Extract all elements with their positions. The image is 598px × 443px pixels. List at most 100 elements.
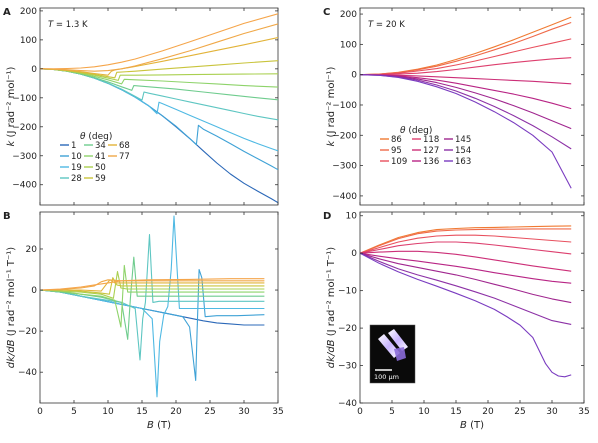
series-line-154 — [360, 252, 572, 325]
x-tick-label: 0 — [37, 407, 43, 417]
y-tick-label: −200 — [12, 123, 37, 133]
legend-entry: 95 — [391, 146, 402, 156]
y-axis-label: dk/dB (J rad⁻² mol⁻¹ T⁻¹) — [6, 247, 17, 368]
legend-entry: 163 — [455, 157, 471, 167]
y-tick-label: −30 — [338, 362, 357, 372]
y-tick-label: 200 — [20, 7, 37, 17]
x-tick-label: 20 — [482, 407, 494, 417]
series-line-163 — [360, 252, 572, 378]
y-tick-label: −10 — [338, 287, 357, 297]
x-tick-label: 10 — [418, 407, 430, 417]
legend-entry: 136 — [423, 157, 439, 167]
series-line-68 — [40, 37, 278, 76]
series-line-50 — [40, 271, 265, 299]
axes-frame — [359, 7, 585, 206]
legend-entry: 19 — [71, 163, 82, 173]
x-axis-label: B (T) — [460, 420, 484, 431]
x-tick-label: 10 — [102, 407, 114, 417]
legend-entry: 10 — [71, 152, 82, 162]
series-line-86 — [360, 225, 572, 254]
legend-entry: 59 — [95, 174, 106, 184]
x-tick-label: 15 — [136, 407, 147, 417]
axes-frame — [359, 211, 585, 404]
series-line-136 — [360, 74, 572, 110]
panel-letter: B — [3, 211, 11, 222]
y-tick-label: 100 — [20, 36, 37, 46]
x-tick-label: 35 — [578, 407, 589, 417]
series-line-extra-10 — [40, 278, 265, 291]
series-line-extra-10 — [40, 13, 278, 70]
x-tick-label: 0 — [357, 407, 363, 417]
sample-crystal — [394, 347, 406, 361]
y-tick-label: −300 — [12, 152, 37, 162]
legend-entry: 34 — [95, 141, 106, 151]
y-tick-label: −100 — [12, 94, 37, 104]
y-tick-label: −300 — [332, 162, 357, 172]
axes-frame — [39, 211, 279, 404]
y-tick-label: −40 — [18, 368, 37, 378]
y-tick-label: 0 — [351, 249, 357, 259]
legend-title: θ (deg) — [400, 126, 432, 136]
legend-entry: 50 — [95, 163, 106, 173]
legend-entry: 109 — [391, 157, 407, 167]
y-tick-label: −100 — [332, 101, 357, 111]
legend-entry: 86 — [391, 135, 402, 145]
series-line-28 — [40, 68, 278, 121]
series-line-95 — [360, 21, 572, 76]
y-tick-label: 10 — [346, 212, 358, 222]
x-tick-label: 30 — [238, 407, 250, 417]
x-tick-label: 25 — [204, 407, 215, 417]
legend-entry: 28 — [71, 174, 82, 184]
series-line-118 — [360, 57, 572, 76]
series-group — [360, 225, 572, 378]
legend-entry: 127 — [423, 146, 439, 156]
series-line-163 — [360, 74, 572, 189]
y-tick-label: −200 — [332, 131, 357, 141]
series-line-145 — [360, 252, 572, 304]
x-tick-label: 20 — [170, 407, 182, 417]
legend-entry: 77 — [119, 152, 130, 162]
x-tick-label: 5 — [389, 407, 395, 417]
x-tick-label: 25 — [514, 407, 525, 417]
legend-entry: 118 — [423, 135, 439, 145]
legend-entry: 145 — [455, 135, 471, 145]
series-group — [360, 16, 572, 189]
series-line-118 — [360, 241, 572, 255]
legend-entry: 154 — [455, 146, 471, 156]
panel-letter: A — [3, 7, 11, 18]
y-axis-label: dk/dB (J rad⁻² mol⁻¹ T⁻¹) — [326, 247, 337, 368]
series-line-145 — [360, 74, 572, 130]
temperature-annotation: T = 20 K — [368, 20, 405, 30]
panel-c: −400 −300 −200 −100 0 100 200 Ck (J rad⁻² mol⁻¹… — [323, 7, 585, 206]
panel-letter: D — [323, 211, 331, 222]
inset-micrograph: 100 μm — [369, 324, 416, 384]
temperature-annotation: T = 1.3 K — [48, 20, 88, 30]
legend-entry: 1 — [71, 141, 76, 151]
panel-b: 0 5 10 15 20 25 30 35 −40 −20 0 20 Bdk/dB (J rad⁻² m… — [3, 211, 284, 431]
series-line-109 — [360, 234, 572, 254]
series-line-136 — [360, 252, 572, 284]
scale-bar-label: 100 μm — [374, 373, 399, 381]
x-tick-label: 15 — [450, 407, 461, 417]
y-tick-label: −20 — [338, 324, 357, 334]
x-tick-label: 5 — [71, 407, 77, 417]
series-line-19 — [40, 215, 265, 398]
series-line-109 — [360, 38, 572, 76]
y-tick-label: −40 — [338, 399, 357, 409]
legend-entry: 41 — [95, 152, 106, 162]
y-tick-label: −20 — [18, 327, 37, 337]
series-line-28 — [40, 234, 265, 361]
y-tick-label: 200 — [340, 10, 357, 20]
y-axis-label: k (J rad⁻² mol⁻¹) — [326, 66, 337, 146]
y-axis-label: k (J rad⁻² mol⁻¹) — [6, 66, 17, 146]
series-line-77 — [40, 279, 265, 291]
legend-entry: 68 — [119, 141, 130, 151]
panel-a: −400 −300 −200 −100 0 100 200 Ak (J rad⁻² mol⁻¹… — [3, 7, 279, 206]
panel-letter: C — [323, 7, 330, 18]
panel-d: 0 5 10 15 20 25 30 35 −40 −30 −20 −10 0 10 Ddk/dB (J r… — [323, 211, 590, 431]
axes-frame — [39, 7, 279, 206]
y-tick-label: 0 — [351, 71, 357, 81]
